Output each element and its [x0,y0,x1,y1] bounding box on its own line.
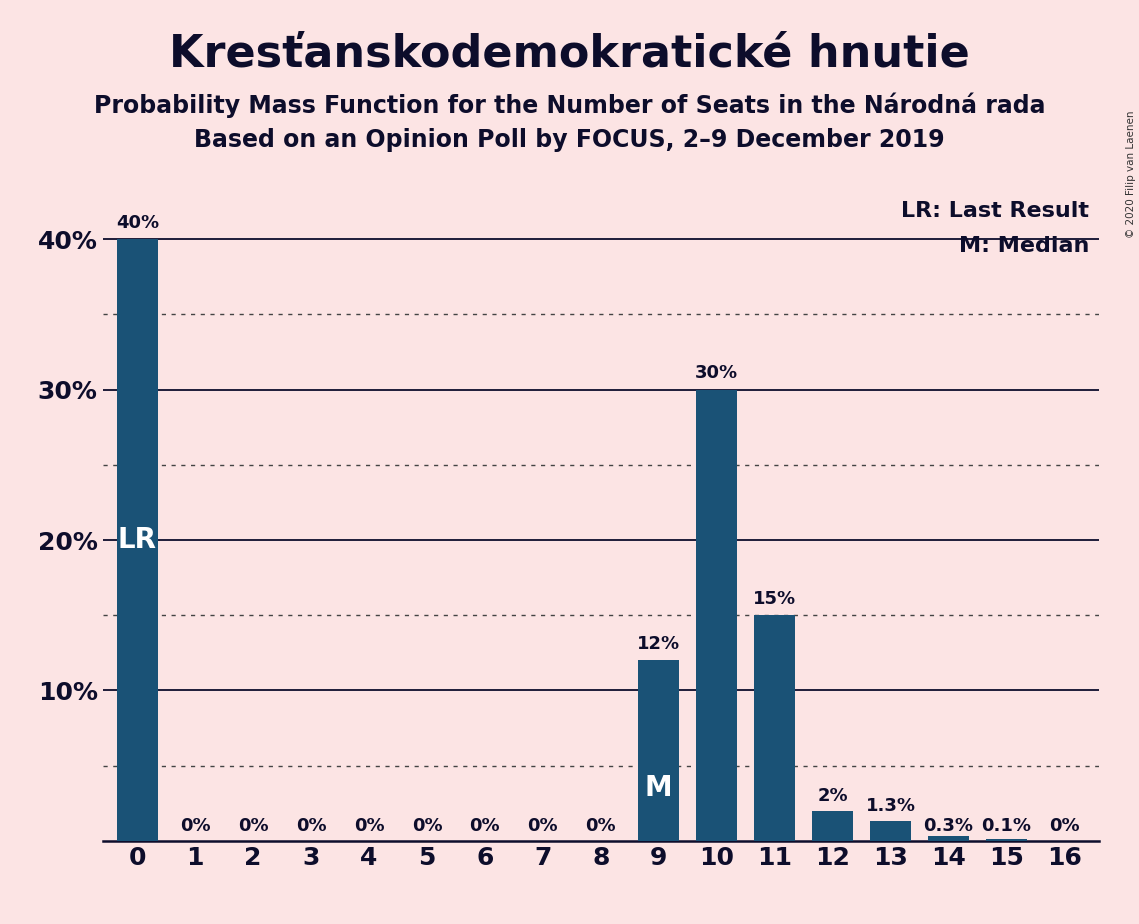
Text: 0%: 0% [469,817,500,834]
Text: 30%: 30% [695,364,738,382]
Text: M: Median: M: Median [959,236,1089,256]
Text: 0%: 0% [296,817,327,834]
Bar [639,661,679,841]
Text: 0%: 0% [1049,817,1080,834]
Text: 0%: 0% [354,817,384,834]
Text: LR: LR [117,526,157,554]
Text: 0.1%: 0.1% [982,817,1032,834]
Text: 15%: 15% [753,590,796,608]
Text: M: M [645,774,672,802]
Text: LR: Last Result: LR: Last Result [901,201,1089,221]
Bar [812,810,853,841]
Text: 0%: 0% [527,817,558,834]
Text: 2%: 2% [818,786,847,805]
Text: 0%: 0% [585,817,616,834]
Text: 1.3%: 1.3% [866,797,916,815]
Text: 0%: 0% [411,817,442,834]
Bar [870,821,911,841]
Bar [117,239,157,841]
Text: 40%: 40% [116,213,158,232]
Text: © 2020 Filip van Laenen: © 2020 Filip van Laenen [1126,111,1136,238]
Bar [986,839,1026,841]
Text: 0%: 0% [238,817,269,834]
Text: Kresťanskodemokratické hnutie: Kresťanskodemokratické hnutie [169,32,970,76]
Text: Based on an Opinion Poll by FOCUS, 2–9 December 2019: Based on an Opinion Poll by FOCUS, 2–9 D… [194,128,945,152]
Bar [754,615,795,841]
Text: Probability Mass Function for the Number of Seats in the Národná rada: Probability Mass Function for the Number… [93,92,1046,118]
Text: 0%: 0% [180,817,211,834]
Text: 0.3%: 0.3% [924,817,974,834]
Bar [928,836,969,841]
Bar [696,390,737,841]
Text: 12%: 12% [637,635,680,653]
